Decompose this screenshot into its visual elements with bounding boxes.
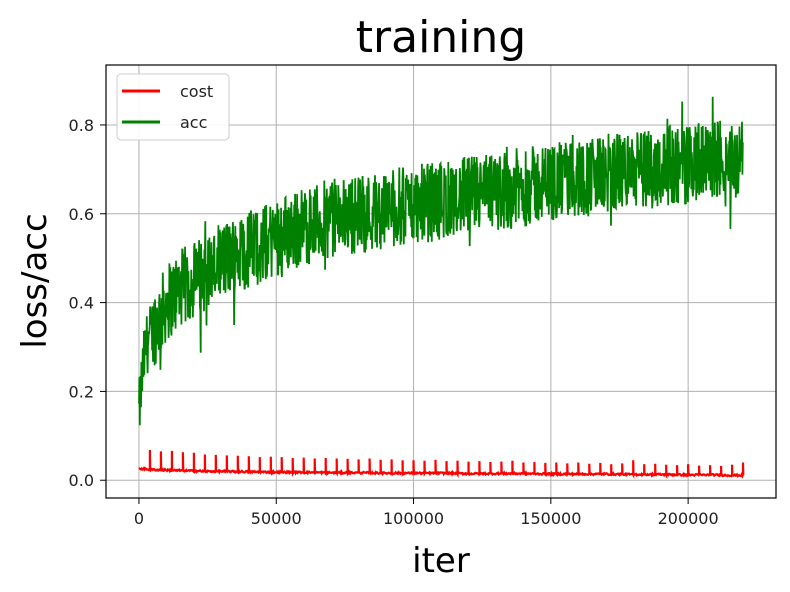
x-tick-label: 0: [134, 509, 144, 528]
y-tick-label: 0.6: [69, 205, 94, 224]
y-tick-label: 0.8: [69, 116, 94, 135]
x-axis-label: iter: [412, 541, 470, 581]
series-cost-line: [138, 449, 745, 480]
x-tick-label: 150000: [520, 509, 581, 528]
x-tick-label: 50000: [251, 509, 302, 528]
y-tick-label: 0.0: [69, 471, 94, 490]
legend-label-acc: acc: [180, 113, 207, 132]
legend: cost acc: [116, 73, 230, 141]
grid-lines: [106, 65, 776, 498]
series-acc-line: [138, 96, 744, 426]
y-axis-label: loss/acc: [15, 213, 55, 348]
legend-label-cost: cost: [180, 82, 213, 101]
x-tick-label: 200000: [658, 509, 719, 528]
x-axis: 0 50000 100000 150000 200000: [134, 498, 719, 528]
series-layer: [138, 96, 745, 480]
y-tick-label: 0.4: [69, 294, 94, 313]
plot-area: [138, 96, 745, 480]
plot-frame: [105, 64, 777, 499]
x-tick-label: 100000: [383, 509, 444, 528]
y-axis: 0.0 0.2 0.4 0.6 0.8: [69, 116, 106, 490]
y-tick-label: 0.2: [69, 382, 94, 401]
chart-title: training: [356, 12, 526, 63]
